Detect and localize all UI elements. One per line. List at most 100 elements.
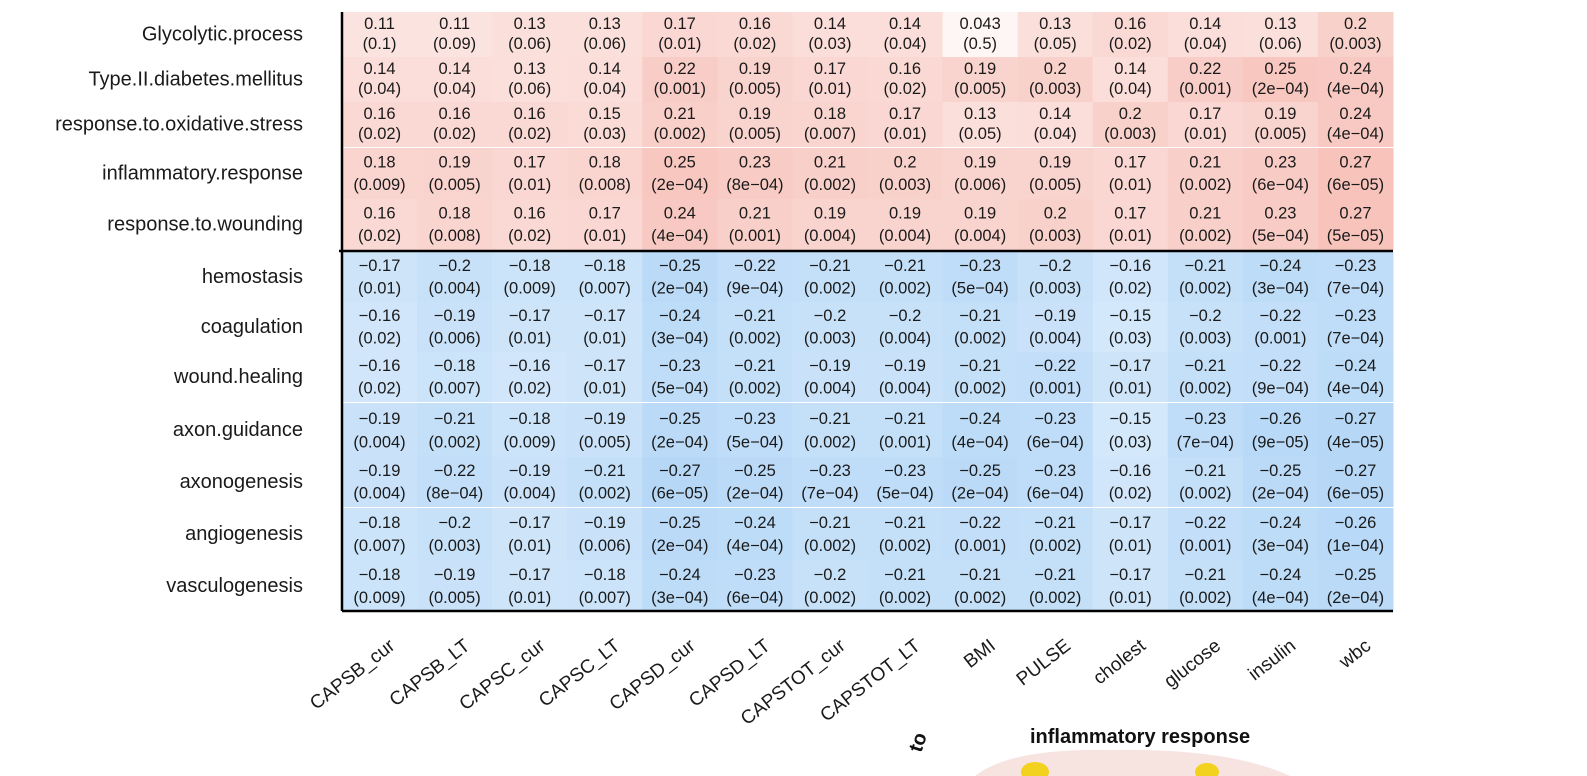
cell-pvalue-label: (0.5) — [963, 35, 997, 53]
heatmap-cell — [792, 148, 868, 199]
heatmap-cell — [1242, 199, 1319, 250]
cell-correlation-label: −0.16 — [359, 307, 401, 325]
cell-correlation-label: 0.19 — [439, 154, 471, 172]
heatmap-cell — [642, 352, 718, 402]
heatmap-cell — [417, 457, 493, 507]
heatmap-cell — [867, 560, 944, 612]
cell-correlation-label: 0.23 — [1264, 154, 1296, 172]
column-label: wbc — [1335, 635, 1375, 673]
cell-pvalue-label: (0.002) — [1029, 589, 1081, 607]
heatmap-cell — [1167, 457, 1244, 507]
cell-pvalue-label: (0.002) — [654, 125, 706, 143]
cell-correlation-label: −0.21 — [959, 566, 1001, 584]
cell-correlation-label: 0.14 — [439, 60, 471, 78]
column-label: BMI — [960, 635, 1000, 672]
heatmap-cell — [492, 560, 568, 612]
cell-correlation-label: 0.13 — [514, 15, 546, 33]
cell-pvalue-label: (0.003) — [1179, 329, 1231, 347]
heatmap-cell — [567, 57, 643, 102]
heatmap-cell — [1017, 302, 1094, 352]
cell-pvalue-label: (0.03) — [808, 35, 851, 53]
cell-correlation-label: −0.23 — [959, 257, 1001, 275]
row-label: inflammatory.response — [102, 163, 303, 185]
row-label: hemostasis — [202, 266, 303, 288]
cell-pvalue-label: (6e−04) — [1027, 484, 1084, 502]
cell-pvalue-label: (7e−04) — [1327, 279, 1384, 297]
heatmap-cell — [717, 199, 793, 250]
cell-correlation-label: −0.19 — [434, 566, 476, 584]
heatmap-cell — [1092, 457, 1169, 507]
cell-correlation-label: −0.17 — [1109, 357, 1151, 375]
cell-pvalue-label: (0.01) — [808, 80, 851, 98]
cell-pvalue-label: (0.001) — [1254, 329, 1306, 347]
cell-pvalue-label: (0.01) — [508, 329, 551, 347]
heatmap-cell — [417, 403, 493, 457]
cell-correlation-label: −0.25 — [959, 462, 1001, 480]
heatmap-cell — [717, 102, 793, 147]
cell-pvalue-label: (0.004) — [353, 434, 405, 452]
cell-correlation-label: −0.19 — [434, 307, 476, 325]
cell-pvalue-label: (5e−05) — [1327, 227, 1384, 245]
cell-correlation-label: −0.21 — [1184, 357, 1226, 375]
heatmap-cell — [1017, 102, 1094, 147]
heatmap-cell — [642, 199, 718, 250]
cell-correlation-label: 0.17 — [1114, 154, 1146, 172]
cell-correlation-label: −0.21 — [1034, 566, 1076, 584]
cell-correlation-label: −0.16 — [359, 357, 401, 375]
heatmap-cell — [1017, 252, 1094, 302]
row-label: coagulation — [201, 316, 303, 338]
cell-pvalue-label: (0.02) — [358, 227, 401, 245]
cell-pvalue-label: (0.002) — [804, 537, 856, 555]
heatmap-cell — [567, 302, 643, 352]
heatmap-cell — [717, 352, 793, 402]
cell-pvalue-label: (0.01) — [1184, 125, 1227, 143]
cell-pvalue-label: (0.02) — [1109, 35, 1152, 53]
heatmap-cell — [342, 508, 418, 560]
cell-correlation-label: 0.16 — [889, 60, 921, 78]
heatmap-cell — [417, 102, 493, 147]
cell-correlation-label: −0.21 — [1184, 257, 1226, 275]
cell-pvalue-label: (2e−04) — [651, 176, 708, 194]
cell-pvalue-label: (3e−04) — [1252, 279, 1309, 297]
heatmap-cell — [942, 252, 1019, 302]
heatmap-cell — [567, 12, 643, 57]
cell-correlation-label: −0.21 — [734, 357, 776, 375]
cell-pvalue-label: (0.01) — [1109, 227, 1152, 245]
cell-correlation-label: −0.19 — [359, 410, 401, 428]
cell-correlation-label: −0.27 — [659, 462, 701, 480]
cell-correlation-label: −0.18 — [584, 257, 626, 275]
cell-pvalue-label: (0.003) — [1029, 227, 1081, 245]
heatmap-cell — [1017, 403, 1094, 457]
cell-pvalue-label: (0.004) — [504, 484, 556, 502]
cell-correlation-label: −0.24 — [1260, 566, 1302, 584]
cell-correlation-label: 0.17 — [664, 15, 696, 33]
heatmap-cell — [642, 57, 718, 102]
heatmap-cell — [867, 102, 944, 147]
heatmap-cell — [717, 57, 793, 102]
heatmap-cell — [867, 148, 944, 199]
heatmap-cell — [417, 560, 493, 612]
heatmap-cell — [867, 57, 944, 102]
heatmap-cell — [492, 508, 568, 560]
cell-pvalue-label: (0.009) — [353, 176, 405, 194]
heatmap-cell — [1092, 148, 1169, 199]
inset-title: inflammatory response — [1030, 726, 1251, 748]
heatmap-cell — [567, 199, 643, 250]
heatmap-cell — [417, 57, 493, 102]
cell-correlation-label: 0.25 — [1264, 60, 1296, 78]
cell-correlation-label: −0.22 — [959, 514, 1001, 532]
cell-correlation-label: −0.24 — [1335, 357, 1377, 375]
heatmap-cell — [867, 457, 944, 507]
heatmap-cell — [1092, 560, 1169, 612]
cell-pvalue-label: (0.04) — [1034, 125, 1077, 143]
heatmap-cell — [642, 560, 718, 612]
cell-correlation-label: 0.2 — [1119, 105, 1142, 123]
cell-correlation-label: −0.2 — [1189, 307, 1222, 325]
column-label: PULSE — [1013, 635, 1075, 690]
cell-correlation-label: −0.19 — [584, 514, 626, 532]
cell-pvalue-label: (5e−04) — [951, 279, 1008, 297]
cell-pvalue-label: (0.005) — [1029, 176, 1081, 194]
heatmap-cell — [1317, 403, 1394, 457]
heatmap-cell — [492, 12, 568, 57]
cell-correlation-label: −0.23 — [1335, 307, 1377, 325]
